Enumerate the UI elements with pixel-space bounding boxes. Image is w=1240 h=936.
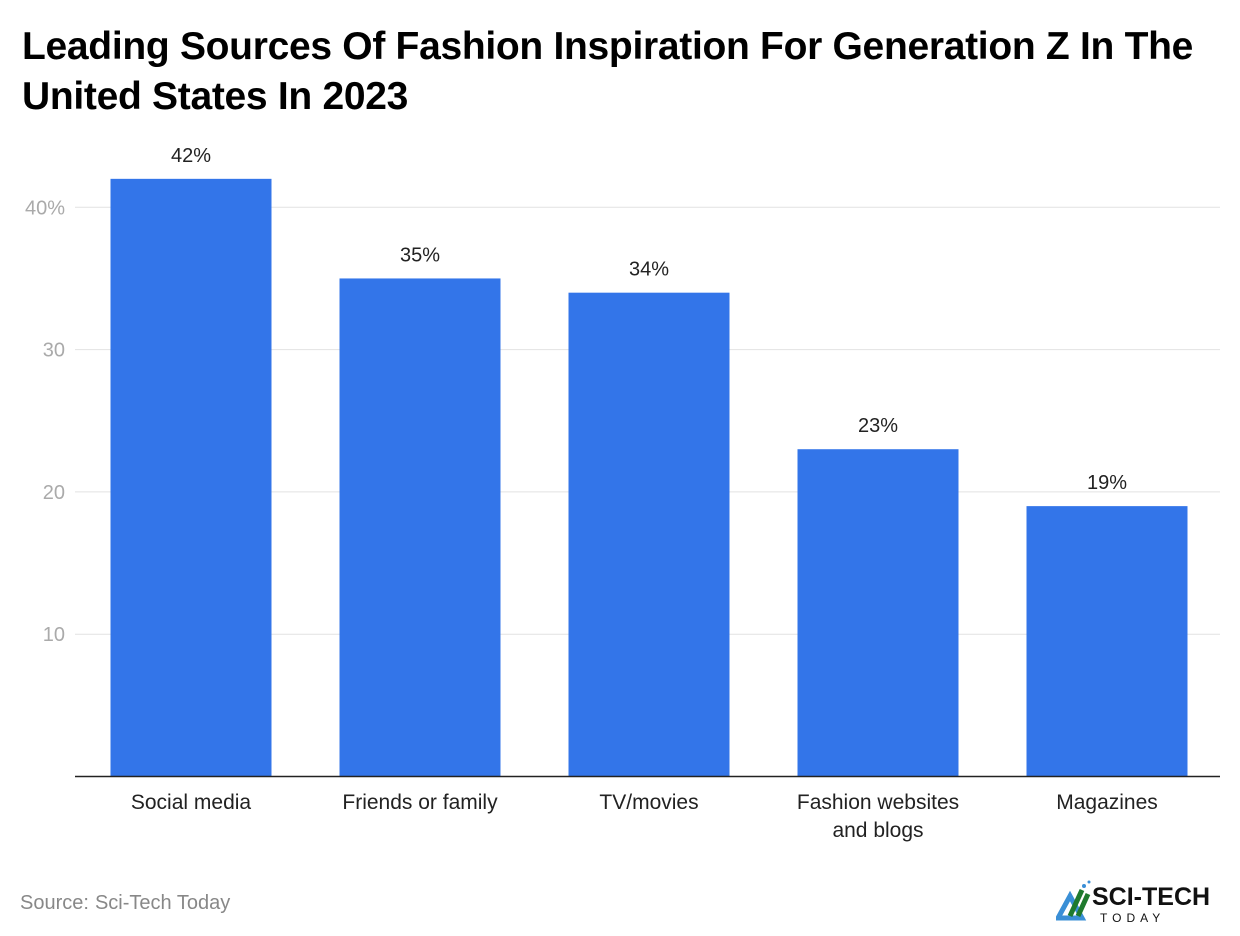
x-tick-label: and blogs — [832, 819, 923, 842]
bar — [110, 178, 272, 777]
logo-stripes-icon — [1067, 888, 1091, 918]
x-tick-label: TV/movies — [599, 791, 698, 814]
source-label: Source: — [20, 892, 89, 914]
bar — [568, 292, 730, 777]
x-tick-label: Fashion websites — [797, 791, 959, 814]
data-label: 34% — [629, 259, 669, 281]
logo-text-sub: TODAY — [1100, 911, 1165, 924]
source-note: Source: Sci-Tech Today — [20, 892, 230, 915]
y-tick-label: 10 — [43, 624, 65, 646]
y-tick-label: 40% — [25, 197, 65, 219]
bar — [339, 278, 501, 777]
chart-title: Leading Sources Of Fashion Inspiration F… — [22, 25, 1194, 118]
x-tick-label: Magazines — [1056, 791, 1158, 814]
x-tick-label: Social media — [131, 791, 252, 814]
sci-tech-today-logo: SCI-TECH TODAY — [1056, 880, 1210, 924]
data-label: 19% — [1087, 472, 1127, 494]
data-label: 42% — [171, 145, 211, 167]
logo-text-main: SCI-TECH — [1092, 883, 1210, 911]
y-tick-label: 30 — [43, 340, 65, 362]
data-label: 35% — [400, 244, 440, 266]
bar — [797, 449, 959, 777]
data-label: 23% — [858, 415, 898, 437]
y-tick-label: 20 — [43, 482, 65, 504]
source-value: Sci-Tech Today — [94, 892, 231, 914]
bar — [1026, 506, 1188, 777]
x-tick-label: Friends or family — [342, 791, 498, 814]
